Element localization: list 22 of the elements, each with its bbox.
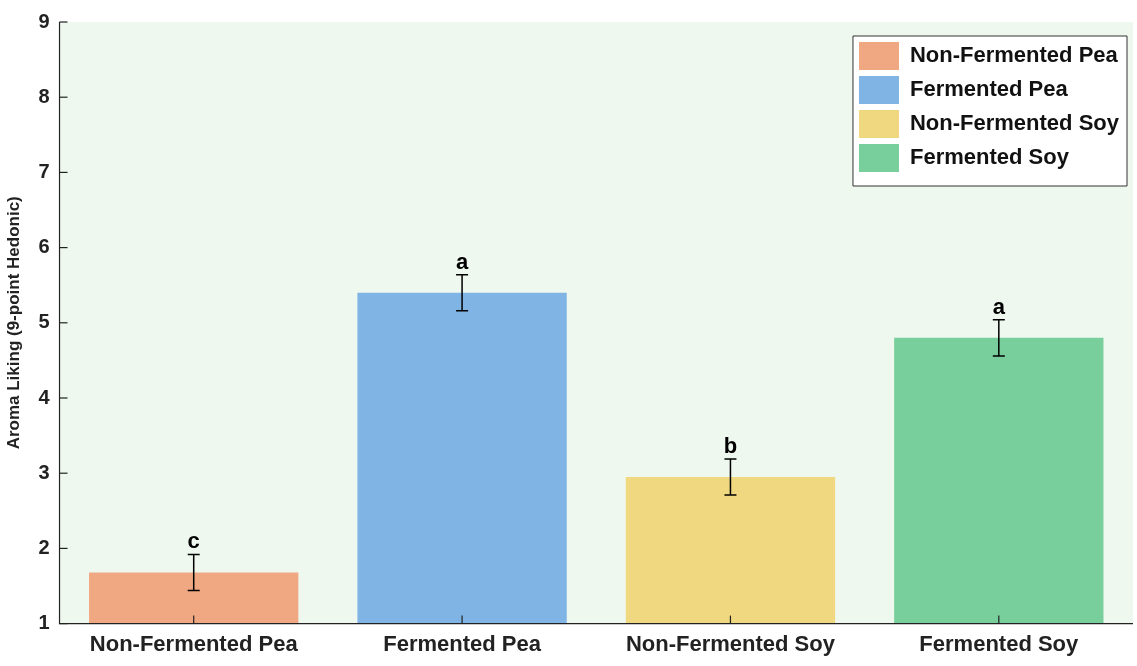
x-tick-label: Non-Fermented Pea xyxy=(89,630,299,656)
y-tick-label: 9 xyxy=(38,9,50,32)
x-tick-label: Fermented Soy xyxy=(919,630,1080,656)
legend-label: Non-Fermented Soy xyxy=(909,110,1120,136)
y-tick-label: 4 xyxy=(38,385,51,408)
y-tick-label: 1 xyxy=(38,611,50,634)
legend-label: Fermented Pea xyxy=(909,76,1069,102)
x-tick-label: Fermented Pea xyxy=(383,630,542,656)
x-tick-label: Non-Fermented Soy xyxy=(625,630,836,656)
y-tick-label: 6 xyxy=(38,235,50,258)
annotation: a xyxy=(992,293,1006,319)
y-tick-label: 8 xyxy=(38,84,50,107)
y-tick-label: 3 xyxy=(38,460,50,483)
legend-label: Fermented Soy xyxy=(909,144,1070,170)
annotation: b xyxy=(723,432,738,458)
legend-label: Non-Fermented Pea xyxy=(909,42,1119,68)
y-tick-label: 7 xyxy=(38,159,50,182)
y-axis-title: Aroma Liking (9-point Hedonic) xyxy=(3,196,23,450)
annotation: c xyxy=(187,528,200,554)
y-tick-label: 2 xyxy=(38,535,50,558)
y-tick-label: 5 xyxy=(38,310,50,333)
annotation: a xyxy=(455,248,469,274)
